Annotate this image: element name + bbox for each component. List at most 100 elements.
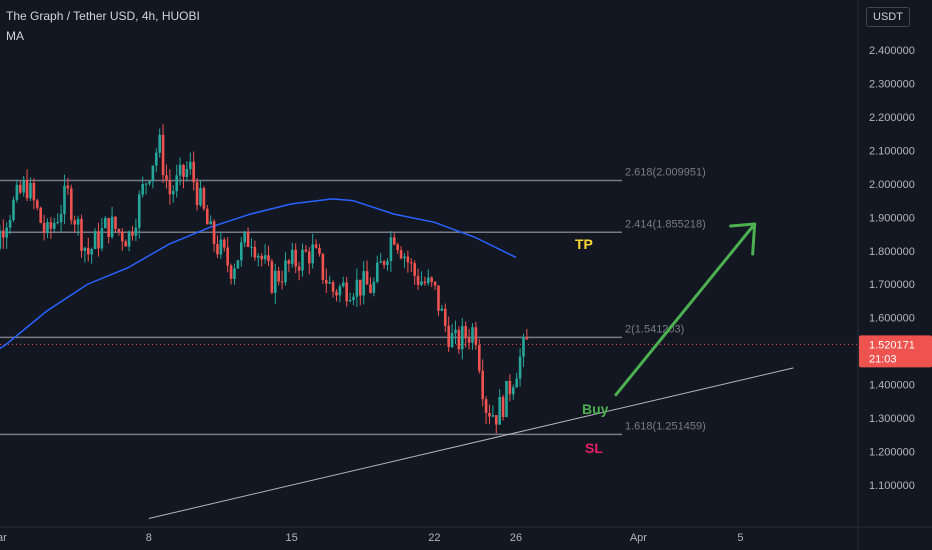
candle-body xyxy=(505,380,508,417)
candle-body xyxy=(12,199,15,220)
candle-body xyxy=(253,246,257,258)
candle-body xyxy=(318,247,321,254)
x-tick-label: 22 xyxy=(428,532,440,544)
candle-body xyxy=(73,220,76,225)
candle-body xyxy=(416,275,420,285)
candle-body xyxy=(168,180,172,195)
candle-body xyxy=(260,255,263,260)
candle-body xyxy=(114,216,117,230)
candle-body xyxy=(120,231,124,242)
fib-levels: 2.618(2.009951) 2.414(1.855218) 2(1.541203… xyxy=(0,167,858,436)
candle-body xyxy=(460,326,464,350)
candle-body xyxy=(471,327,474,343)
candle-body xyxy=(474,327,478,346)
candle-body xyxy=(382,261,386,265)
candle-body xyxy=(498,396,501,425)
currency-badge[interactable]: USDT xyxy=(866,7,910,27)
buy-label: Buy xyxy=(582,401,609,417)
candle-body xyxy=(440,308,444,311)
price-tag-countdown: 21:03 xyxy=(869,353,897,365)
candle-body xyxy=(97,231,100,249)
candle-body xyxy=(447,325,450,347)
candle-body xyxy=(277,270,280,282)
candle-body xyxy=(467,338,471,343)
x-tick-label: 15 xyxy=(285,532,297,544)
candle-body xyxy=(39,207,42,223)
candle-body xyxy=(80,218,83,251)
candle-body xyxy=(124,241,127,247)
candle-body xyxy=(437,285,440,311)
candle-body xyxy=(59,213,63,223)
y-tick-label: 2.200000 xyxy=(869,112,915,124)
candle-body xyxy=(430,277,433,282)
candle-body xyxy=(477,345,481,371)
y-tick-label: 1.400000 xyxy=(869,380,915,392)
candle-body xyxy=(392,237,396,245)
y-tick-label: 1.800000 xyxy=(869,246,915,258)
candle-body xyxy=(202,188,206,209)
candle-body xyxy=(522,337,525,357)
candle-body xyxy=(161,134,165,176)
y-tick-label: 1.900000 xyxy=(869,212,915,224)
candle-body xyxy=(222,239,226,248)
candle-body xyxy=(8,219,12,228)
candle-body xyxy=(1,230,5,238)
candle-body xyxy=(515,378,518,388)
candle-body xyxy=(270,261,274,293)
candle-body xyxy=(311,244,314,264)
candle-body xyxy=(365,271,369,285)
candle-body xyxy=(236,260,240,269)
candle-body xyxy=(219,239,223,255)
candle-body xyxy=(386,261,389,265)
candle-body xyxy=(355,279,359,297)
candle-body xyxy=(491,415,495,417)
y-tick-label: 1.700000 xyxy=(869,279,915,291)
y-tick-label: 2.000000 xyxy=(869,179,915,191)
y-tick-label: 1.600000 xyxy=(869,313,915,325)
annotation-labels: TP Buy SL xyxy=(575,236,609,456)
candle-body xyxy=(229,265,233,279)
candle-body xyxy=(525,337,529,340)
candle-body xyxy=(508,380,512,395)
moving-average xyxy=(0,198,517,350)
candle-body xyxy=(338,286,342,296)
candle-body xyxy=(66,185,70,189)
candle-body xyxy=(341,282,345,287)
candles xyxy=(0,124,529,434)
candle-body xyxy=(192,161,195,183)
candle-body xyxy=(205,208,209,225)
candle-body xyxy=(182,164,185,177)
candle-body xyxy=(154,152,158,166)
candle-body xyxy=(399,250,403,259)
candle-body xyxy=(5,227,8,238)
candle-body xyxy=(100,228,104,249)
candle-body xyxy=(46,222,49,233)
candle-body xyxy=(188,161,192,170)
candle-body xyxy=(56,222,59,224)
candle-body xyxy=(348,300,352,302)
candle-body xyxy=(233,268,236,279)
x-tick-label: ar xyxy=(0,532,7,544)
candle-body xyxy=(256,255,260,258)
candle-body xyxy=(117,229,121,232)
y-tick-label: 2.400000 xyxy=(869,45,915,57)
candle-body xyxy=(243,232,246,243)
candle-body xyxy=(35,200,39,208)
y-tick-label: 2.100000 xyxy=(869,145,915,157)
x-tick-label: 5 xyxy=(737,532,743,544)
candle-body xyxy=(324,279,328,284)
fib-label: 2(1.541203) xyxy=(625,323,684,335)
candle-body xyxy=(423,281,427,284)
candle-body xyxy=(134,227,138,236)
candle-body xyxy=(420,281,423,285)
candle-body xyxy=(250,246,253,248)
y-axis: 2.400000 2.300000 2.200000 2.100000 2.000000… xyxy=(869,45,915,492)
candle-body xyxy=(178,164,182,176)
candle-body xyxy=(488,412,491,417)
candle-body xyxy=(511,387,515,395)
candle-body xyxy=(29,182,32,199)
price-tag: 1.520171 21:03 xyxy=(859,335,932,368)
x-tick-label: 8 xyxy=(146,532,152,544)
